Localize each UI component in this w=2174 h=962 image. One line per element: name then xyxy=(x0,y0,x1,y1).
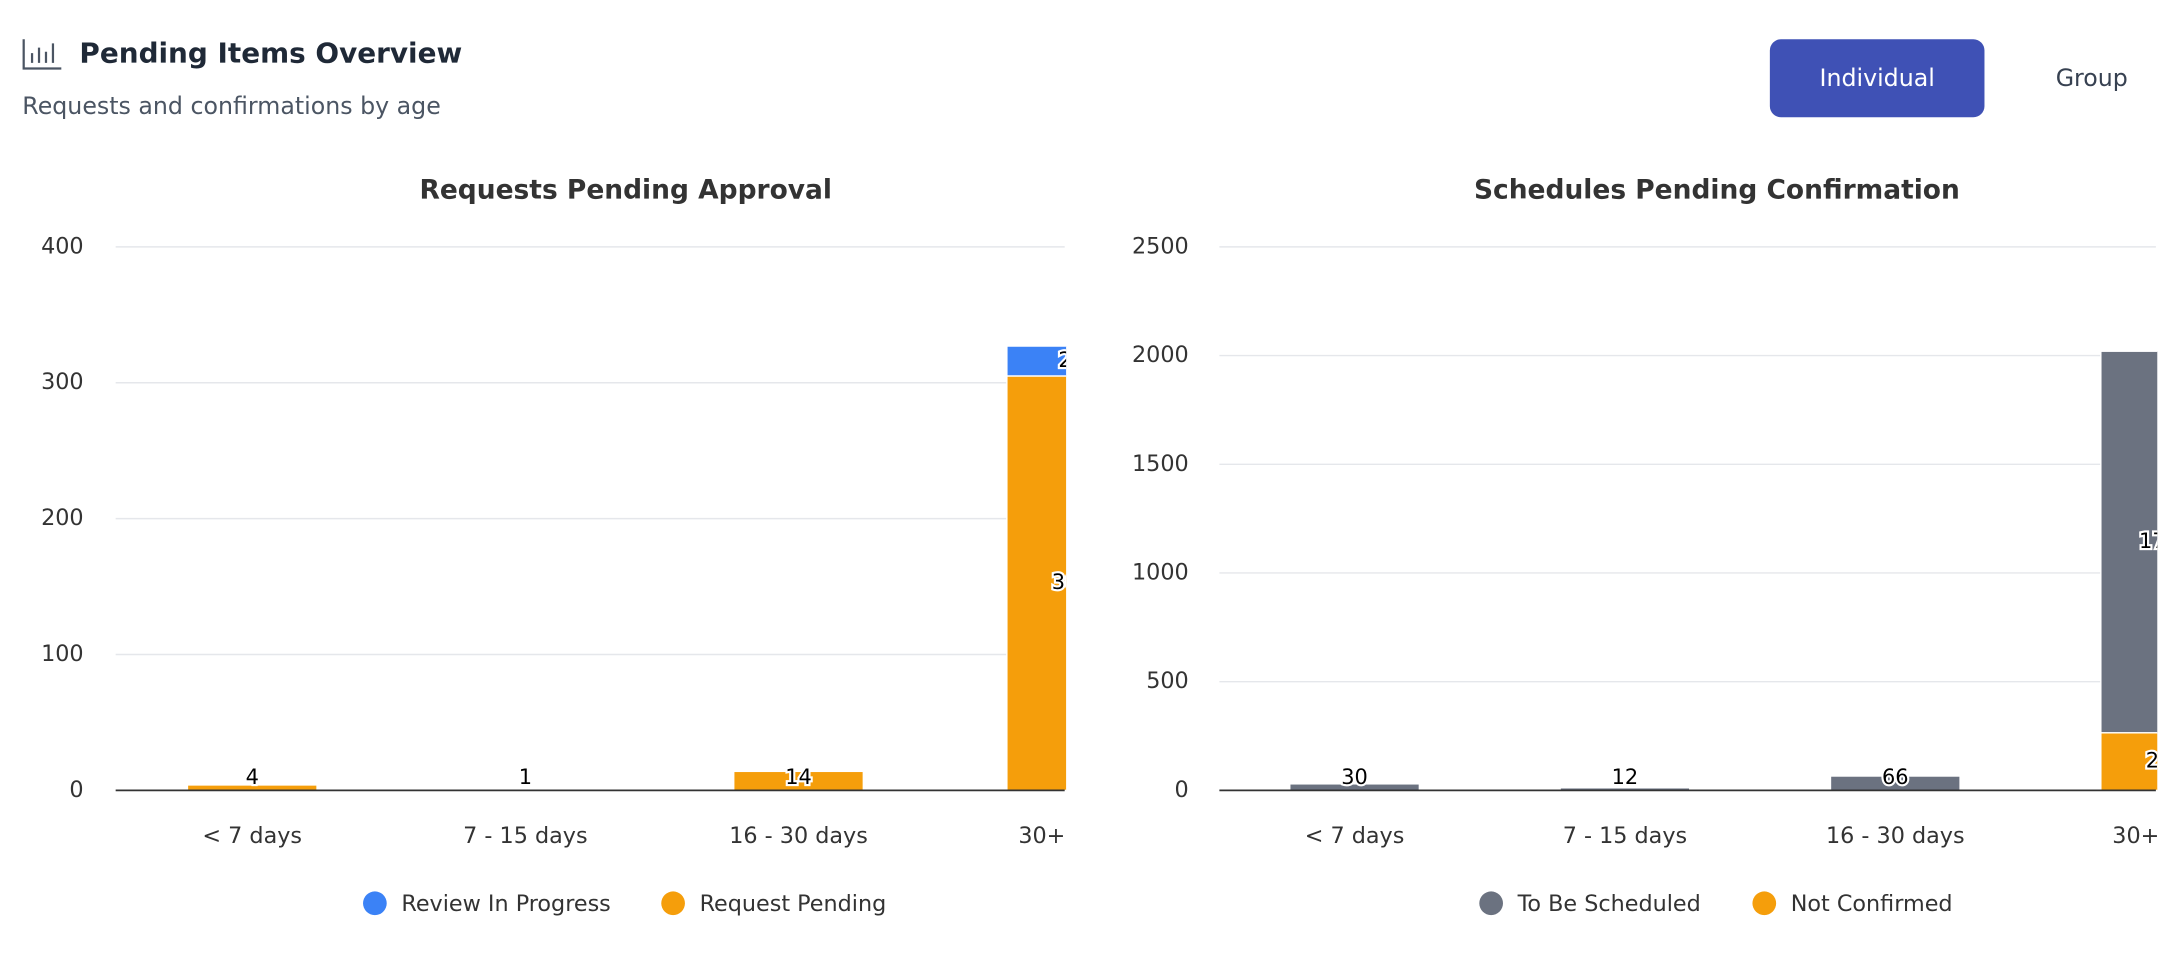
data-label: 12 xyxy=(1612,765,1639,789)
plot-area: < 7 days 7 - 15 days 16 - 30 days 30+ days 3… xyxy=(1289,350,2174,849)
page-title: Pending Items Overview xyxy=(79,37,462,70)
toggle-button[interactable]: Individual xyxy=(1769,39,1985,118)
legend-item[interactable]: Review In Progress xyxy=(363,891,611,917)
chart: Schedules Pending Confirmation 0 500 1000 15… xyxy=(1132,175,2174,917)
button-label: Group xyxy=(2056,64,2128,92)
x-tick-label: < 7 days xyxy=(202,823,302,849)
chart-icon xyxy=(22,39,62,70)
legend-item[interactable]: To Be Scheduled xyxy=(1479,891,1701,917)
data-label: 30 xyxy=(1341,765,1368,789)
y-tick-label: 500 xyxy=(1146,668,1189,694)
y-tick-label: 0 xyxy=(1175,777,1189,803)
legend-label: Not Confirmed xyxy=(1791,891,1953,917)
bar-segment xyxy=(1006,345,1067,377)
y-tick-label: 100 xyxy=(41,641,84,667)
data-label: 22 xyxy=(1058,348,1085,372)
bar-segment xyxy=(2100,732,2158,792)
legend-item[interactable]: Request Pending xyxy=(661,891,886,917)
x-tick-label: 30+ days xyxy=(2112,823,2174,849)
y-tick-label: 0 xyxy=(69,777,83,803)
data-label: 1755 xyxy=(2139,529,2174,553)
legend-label: Request Pending xyxy=(700,891,887,917)
legend-swatch xyxy=(1479,891,1503,916)
bar-segment xyxy=(2100,350,2158,734)
legend-swatch xyxy=(1752,891,1777,916)
chart-title: Schedules Pending Confirmation xyxy=(1474,175,1960,206)
data-label: 14 xyxy=(785,765,812,789)
data-label: 265 xyxy=(2146,749,2174,773)
bar-segment xyxy=(1006,375,1067,792)
x-tick-label: < 7 days xyxy=(1305,823,1405,849)
y-tick-label: 1500 xyxy=(1132,451,1189,477)
data-label: 305 xyxy=(1052,570,1092,594)
data-label: 4 xyxy=(246,765,259,789)
legend-item[interactable]: Not Confirmed xyxy=(1752,891,1953,917)
plot-area: < 7 days 7 - 15 days 16 - 30 days 30+ days 4… xyxy=(186,345,1125,849)
chart-title: Requests Pending Approval xyxy=(419,175,831,206)
button-label: Individual xyxy=(1819,64,1934,92)
legend-swatch xyxy=(661,891,685,916)
y-tick-label: 200 xyxy=(41,505,84,531)
y-tick-label: 400 xyxy=(41,233,84,259)
x-tick-label: 7 - 15 days xyxy=(1563,823,1687,849)
x-tick-label: 30+ days xyxy=(1018,823,1125,849)
x-tick-label: 7 - 15 days xyxy=(463,823,587,849)
y-tick-label: 2000 xyxy=(1132,342,1189,368)
legend-label: Review In Progress xyxy=(401,891,610,917)
button-bg xyxy=(1769,39,1985,118)
x-tick-label: 16 - 30 days xyxy=(729,823,868,849)
data-label: 1 xyxy=(519,765,532,789)
toggle-button[interactable]: Group xyxy=(2056,64,2128,92)
x-tick-label: 16 - 30 days xyxy=(1826,823,1965,849)
legend-label: To Be Scheduled xyxy=(1517,891,1701,917)
y-tick-label: 2500 xyxy=(1132,233,1189,259)
legend-swatch xyxy=(363,891,387,916)
data-label: 66 xyxy=(1882,765,1909,789)
y-tick-label: 300 xyxy=(41,369,84,395)
page-subtitle: Requests and confirmations by age xyxy=(22,92,441,120)
chart: Requests Pending Approval 0 100 200 300 400 < … xyxy=(41,175,1125,917)
y-tick-label: 1000 xyxy=(1132,559,1189,585)
